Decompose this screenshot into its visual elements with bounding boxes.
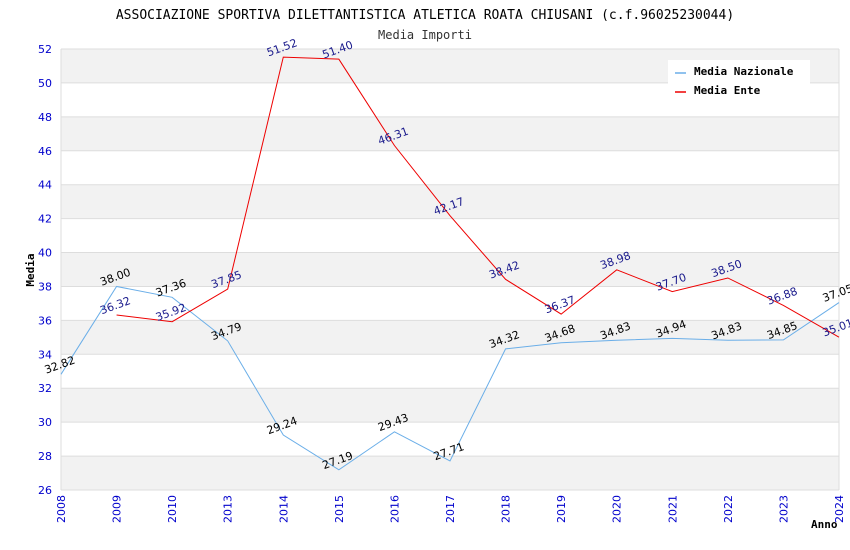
chart-title: ASSOCIAZIONE SPORTIVA DILETTANTISTICA AT…: [116, 8, 734, 23]
series-line-media-ente: [116, 56, 840, 338]
legend: Media Nazionale Media Ente: [668, 60, 810, 102]
series-lines: [60, 56, 840, 471]
grid-band: [61, 320, 839, 355]
data-label: 36.88: [765, 285, 799, 308]
x-tick-label: 2019: [555, 495, 568, 523]
y-tick-label: 40: [38, 247, 52, 260]
grid-lines: [60, 48, 840, 491]
y-tick-label: 48: [38, 111, 52, 124]
x-tick-label: 2015: [333, 495, 346, 523]
y-axis-ticks: 26 28 30 32 34 36 38 40 42 44 46 48 50 52: [38, 43, 52, 497]
x-axis-label: Anno: [811, 518, 838, 531]
grid-bands: [61, 49, 839, 490]
x-tick-label: 2013: [222, 495, 235, 523]
x-tick-label: 2010: [166, 495, 179, 523]
legend-label-media-nazionale: Media Nazionale: [694, 65, 794, 78]
y-tick-label: 50: [38, 77, 52, 90]
y-tick-label: 34: [38, 348, 52, 361]
grid-band: [61, 456, 839, 490]
y-tick-label: 46: [38, 145, 52, 158]
series-line-media-nazionale: [60, 285, 840, 471]
y-tick-label: 36: [38, 314, 52, 327]
grid-band: [61, 116, 839, 151]
y-tick-label: 44: [38, 179, 52, 192]
x-tick-label: 2016: [388, 495, 401, 523]
x-tick-label: 2009: [111, 495, 124, 523]
x-tick-label: 2024: [833, 495, 846, 523]
y-tick-label: 52: [38, 43, 52, 56]
x-tick-label: 2022: [722, 495, 735, 523]
grid-band: [61, 388, 839, 423]
y-tick-label: 30: [38, 416, 52, 429]
chart-subtitle: Media Importi: [378, 28, 472, 42]
x-tick-label: 2014: [277, 495, 290, 523]
x-tick-label: 2021: [666, 495, 679, 523]
grid-band: [61, 252, 839, 287]
y-tick-label: 28: [38, 450, 52, 463]
x-tick-label: 2020: [611, 495, 624, 523]
grid-band: [61, 184, 839, 219]
x-tick-label: 2008: [55, 495, 68, 523]
y-tick-label: 26: [38, 484, 52, 497]
y-tick-label: 38: [38, 280, 52, 293]
x-tick-label: 2018: [500, 495, 513, 523]
legend-box: [668, 60, 810, 102]
x-axis-ticks: 2008 2009 2010 2013 2014 2015 2016 2017 2018 2019…: [55, 495, 846, 523]
x-tick-label: 2017: [444, 495, 457, 523]
data-label: 36.32: [98, 294, 132, 317]
legend-label-media-ente: Media Ente: [694, 84, 761, 97]
x-tick-label: 2023: [777, 495, 790, 523]
y-tick-label: 42: [38, 213, 52, 226]
y-axis-label: Media: [24, 253, 37, 286]
y-tick-label: 32: [38, 382, 52, 395]
